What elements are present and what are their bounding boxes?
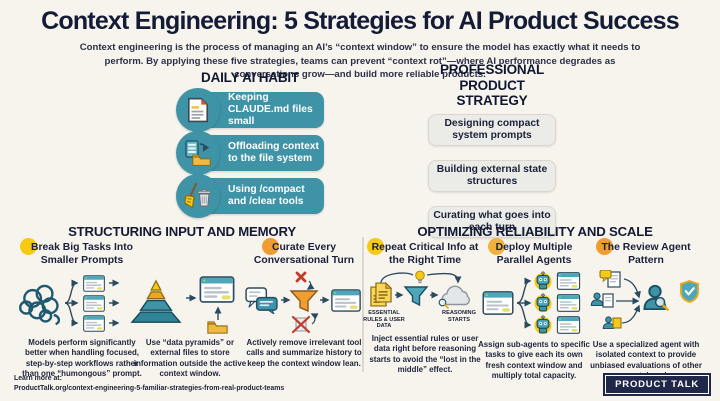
section-divider	[362, 237, 364, 372]
broom-trash-icon	[176, 174, 220, 218]
strategy-column-data-pyramids: Use “data pyramids” or external files to…	[130, 242, 250, 379]
highlight-dot	[488, 238, 505, 255]
data-pyramid-illustration	[129, 270, 251, 334]
curate-turns-illustration	[245, 270, 363, 334]
parallel-agents-illustration	[482, 270, 586, 336]
section-heading-optimizing: OPTIMIZING RELIABILITY AND SCALE	[417, 224, 653, 239]
reasoning-starts-label: REASONING STARTS	[442, 310, 476, 323]
column-caption: Actively remove irrelevant tool calls an…	[246, 338, 362, 368]
strategy-column-repeat-info: Repeat Critical Info at the Right Time E…	[363, 238, 486, 375]
highlight-dot	[596, 238, 613, 255]
strategy-column-review-agent: The Review Agent Pattern	[588, 238, 704, 381]
break-tasks-illustration	[17, 270, 147, 334]
column-title: Curate Every Conversational Turn	[246, 238, 362, 268]
pyramid-to-file-icon	[131, 276, 235, 334]
document-icon	[176, 88, 220, 132]
strategy-column-break-tasks: Break Big Tasks Into Smaller Prompts	[17, 238, 147, 379]
product-talk-badge-label: PRODUCT TALK	[605, 375, 709, 394]
habit-pill-label: Offloading context to the file system	[228, 141, 319, 164]
column-title: Repeat Critical Info at the Right Time	[366, 238, 484, 268]
column-title: Deploy Multiple Parallel Agents	[478, 238, 590, 268]
highlight-dot	[262, 238, 279, 255]
strategy-column-curate-turns: Curate Every Conversational Turn Activel…	[245, 238, 363, 369]
daily-habit-group: DAILY AI HABIT Keeping CLAUDE.md files s…	[176, 70, 324, 220]
column-title	[130, 242, 250, 268]
column-caption: Use “data pyramids” or external files to…	[133, 338, 247, 378]
repeat-info-illustration: ESSENTIAL RULES & USER DATA REASONING ST…	[363, 270, 486, 330]
strategy-pill-compact-prompts: Designing compact system prompts	[428, 113, 556, 146]
essential-rules-label: ESSENTIAL RULES & USER DATA	[363, 310, 405, 330]
highlight-dot	[20, 238, 37, 255]
habit-pill-label: Using /compact and /clear tools	[228, 184, 305, 207]
tangle-to-prompts-icon	[19, 275, 120, 332]
habit-pill-offload: Offloading context to the file system	[176, 131, 324, 175]
column-title: The Review Agent Pattern	[588, 238, 704, 268]
strategy-column-parallel-agents: Deploy Multiple Parallel Agents Assign s…	[478, 238, 590, 381]
habit-pill-claude-md: Keeping CLAUDE.md files small	[176, 88, 324, 132]
agents-reviewer-shield-icon	[590, 269, 699, 329]
offload-to-folder-icon	[176, 131, 220, 175]
learn-more-url: ProductTalk.org/context-engineering-5-fa…	[14, 385, 285, 392]
column-caption: Assign sub-agents to specific tasks to g…	[478, 340, 590, 380]
strategy-pill-curating-turns: Curating what goes into each turn	[428, 205, 556, 238]
column-caption: Models perform significantly better when…	[22, 338, 142, 378]
chat-funnel-icon	[245, 271, 361, 334]
learn-more-label: Learn more at:	[14, 375, 62, 382]
docs-funnel-cloud-icon	[370, 270, 470, 309]
daily-habit-heading: DAILY AI HABIT	[201, 70, 299, 85]
product-strategy-heading: PROFESSIONAL PRODUCT STRATEGY	[439, 62, 545, 109]
habit-pill-compact-clear: Using /compact and /clear tools	[176, 174, 324, 218]
product-talk-badge: PRODUCT TALK	[603, 373, 711, 396]
column-title: Break Big Tasks Into Smaller Prompts	[20, 238, 144, 268]
section-heading-structuring: STRUCTURING INPUT AND MEMORY	[68, 224, 296, 239]
strategy-pill-state-structures: Building external state structures	[428, 159, 556, 192]
column-caption: Inject essential rules or user data righ…	[369, 334, 481, 374]
highlight-dot	[367, 238, 384, 255]
review-agent-illustration	[588, 269, 704, 336]
page-title: Context Engineering: 5 Strategies for AI…	[41, 7, 680, 35]
learn-more-block: Learn more at: ProductTalk.org/context-e…	[14, 374, 284, 394]
page-subtitle: Context engineering is the process of ma…	[79, 42, 641, 81]
window-robots-icon	[482, 271, 581, 335]
habit-pill-label: Keeping CLAUDE.md files small	[228, 92, 313, 127]
product-strategy-group: PROFESSIONAL PRODUCT STRATEGY Designing …	[428, 62, 556, 238]
